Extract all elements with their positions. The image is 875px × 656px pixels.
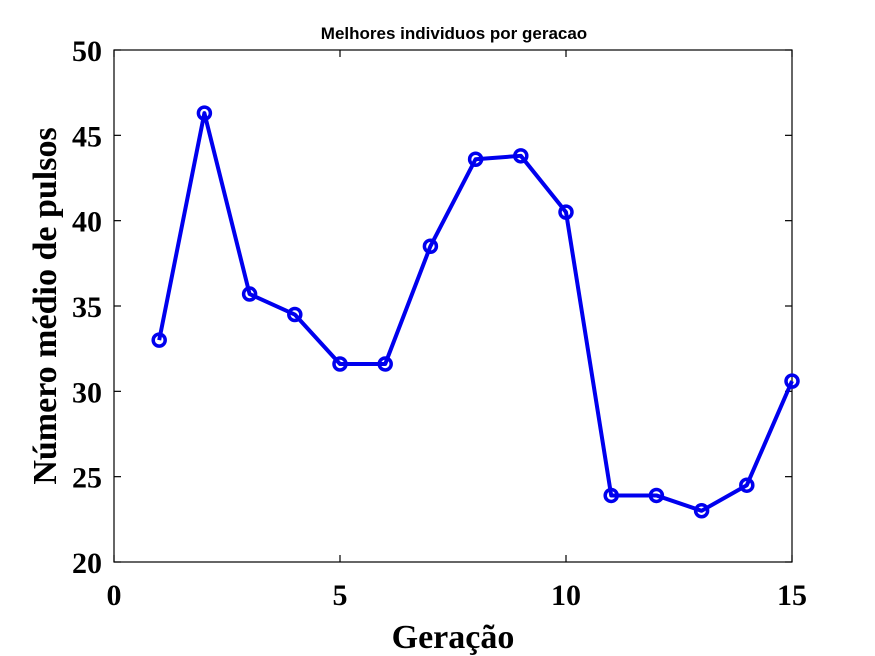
series-line: [157, 111, 794, 513]
y-tick-label: 35: [72, 291, 102, 324]
y-tick-label: 40: [72, 206, 102, 239]
data-point: [422, 238, 439, 255]
data-point: [287, 306, 303, 323]
y-tick-label: 45: [72, 120, 102, 153]
data-point: [513, 148, 529, 164]
data-point: [648, 487, 665, 504]
data-point: [784, 373, 800, 389]
x-tick-label: 0: [107, 579, 122, 612]
data-point: [241, 286, 258, 302]
chart-title: Melhores individuos por geracao: [321, 24, 587, 43]
y-tick-label: 20: [72, 547, 102, 580]
x-axis-label: Geração: [392, 619, 515, 656]
plot-frame: [113, 49, 793, 563]
x-tick-label: 10: [551, 579, 581, 612]
y-axis-label: Número médio de pulsos: [27, 127, 64, 484]
axis-ticks: [113, 49, 793, 563]
y-tick-label: 30: [72, 376, 102, 409]
axis-tick-labels: 0 5 10 15 20 25 30 35 40 45 50: [72, 35, 807, 612]
x-tick-label: 5: [333, 579, 348, 612]
data-point: [603, 487, 619, 504]
data-point: [377, 356, 393, 372]
y-tick-label: 25: [72, 462, 102, 495]
data-point: [196, 105, 213, 121]
data-point: [467, 151, 484, 167]
x-tick-label: 15: [777, 579, 807, 612]
data-point: [558, 204, 574, 220]
data-point: [151, 332, 167, 348]
data-point: [332, 356, 348, 372]
y-tick-label: 50: [72, 35, 102, 68]
data-series: [151, 105, 800, 519]
data-point: [693, 503, 710, 519]
data-point: [739, 477, 755, 493]
